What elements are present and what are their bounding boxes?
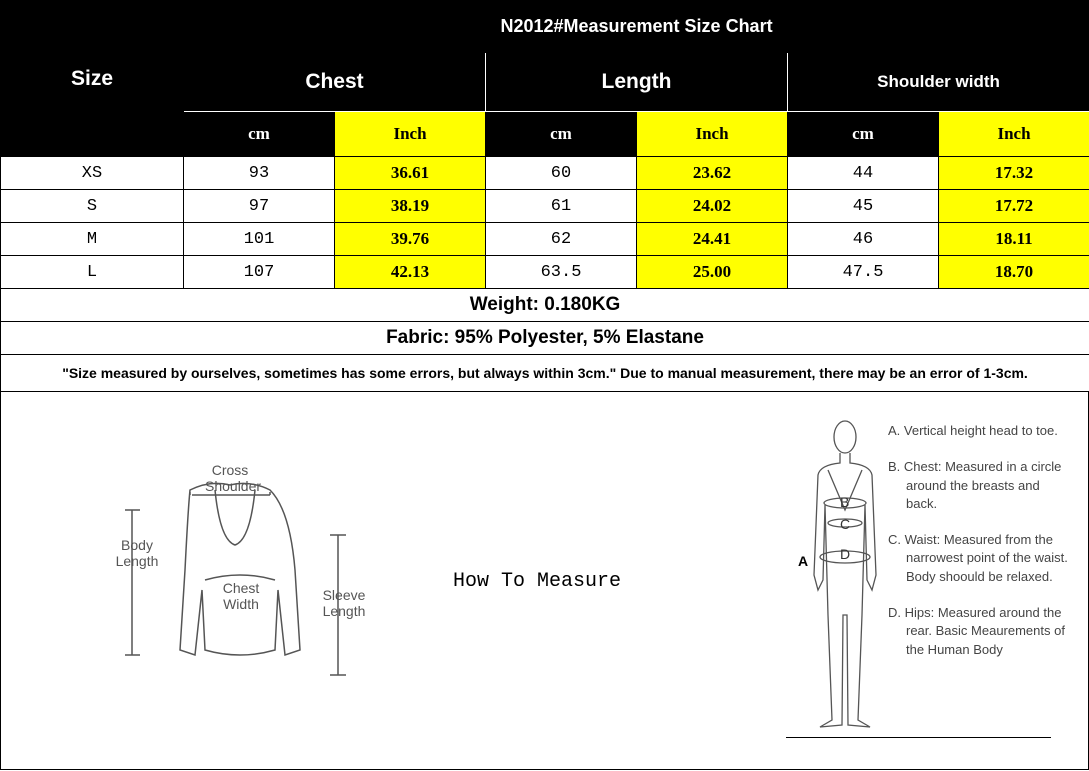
measurement-note: "Size measured by ourselves, sometimes h…	[0, 354, 1089, 392]
chest-cm-cell: 97	[183, 189, 335, 223]
body-letter-c: C	[840, 516, 851, 532]
chest-cm-cell: 93	[183, 156, 335, 190]
chest-width-label: Chest Width	[222, 580, 260, 612]
size-header: Size	[0, 0, 184, 157]
chest-inch-cell: 38.19	[334, 189, 486, 223]
size-chart-table: Size N2012#Measurement Size Chart Chest …	[0, 0, 1089, 392]
weight-row: Weight: 0.180KG	[0, 288, 1089, 322]
chart-title: N2012#Measurement Size Chart	[182, 0, 1089, 53]
shoulder-inch-cell: 17.72	[937, 189, 1089, 223]
size-cell: M	[0, 222, 184, 256]
unit-inch: Inch	[636, 111, 788, 157]
fabric-row: Fabric: 95% Polyester, 5% Elastane	[0, 321, 1089, 355]
body-letter-a: A	[798, 553, 809, 569]
chest-inch-cell: 42.13	[334, 255, 486, 289]
length-cm-cell: 62	[485, 222, 637, 256]
chest-inch-cell: 36.61	[334, 156, 486, 190]
unit-inch: Inch	[334, 111, 486, 157]
size-cell: S	[0, 189, 184, 223]
shoulder-inch-cell: 18.70	[937, 255, 1089, 289]
size-cell: L	[0, 255, 184, 289]
note-c: C. Waist: Measured from the narrowest po…	[888, 532, 1068, 584]
length-inch-cell: 23.62	[636, 156, 788, 190]
sweater-diagram-icon	[125, 482, 346, 676]
unit-cm: cm	[183, 111, 335, 157]
note-a: A. Vertical height head to toe.	[888, 423, 1058, 438]
body-letter-b: B	[840, 494, 850, 510]
note-d: D. Hips: Measured around the rear. Basic…	[888, 605, 1065, 657]
shoulder-inch-cell: 17.32	[937, 156, 1089, 190]
shoulder-cm-cell: 45	[787, 189, 939, 223]
table-row: XS 93 36.61 60 23.62 44 17.32	[0, 156, 1089, 190]
length-inch-cell: 24.02	[636, 189, 788, 223]
chest-inch-cell: 39.76	[334, 222, 486, 256]
size-cell: XS	[0, 156, 184, 190]
how-to-measure-label: How To Measure	[453, 570, 622, 593]
length-cm-cell: 63.5	[485, 255, 637, 289]
table-row: S 97 38.19 61 24.02 45 17.72	[0, 189, 1089, 223]
length-inch-cell: 24.41	[636, 222, 788, 256]
length-inch-cell: 25.00	[636, 255, 788, 289]
shoulder-cm-cell: 47.5	[787, 255, 939, 289]
length-cm-cell: 60	[485, 156, 637, 190]
table-row: M 101 39.76 62 24.41 46 18.11	[0, 222, 1089, 256]
human-body-diagram-icon	[813, 420, 877, 728]
unit-cm: cm	[485, 111, 637, 157]
divider	[786, 737, 1051, 738]
body-length-label: Body Length	[115, 537, 159, 569]
chest-header: Chest	[183, 52, 486, 112]
unit-cm: cm	[787, 111, 939, 157]
unit-inch: Inch	[937, 111, 1089, 157]
table-row: L 107 42.13 63.5 25.00 47.5 18.70	[0, 255, 1089, 289]
shoulder-cm-cell: 46	[787, 222, 939, 256]
length-header: Length	[485, 52, 788, 112]
shoulder-inch-cell: 18.11	[937, 222, 1089, 256]
shoulder-cm-cell: 44	[787, 156, 939, 190]
length-cm-cell: 61	[485, 189, 637, 223]
body-measurement-notes: A. Vertical height head to toe. B. Chest…	[888, 422, 1068, 677]
chest-cm-cell: 107	[183, 255, 335, 289]
shoulder-header: Shoulder width	[786, 52, 1089, 112]
chest-cm-cell: 101	[183, 222, 335, 256]
note-b: B. Chest: Measured in a circle around th…	[888, 459, 1062, 511]
body-letter-d: D	[840, 546, 851, 562]
cross-shoulder-label: Cross Shoulder	[205, 462, 262, 494]
sleeve-length-label: Sleeve Length	[322, 587, 366, 619]
